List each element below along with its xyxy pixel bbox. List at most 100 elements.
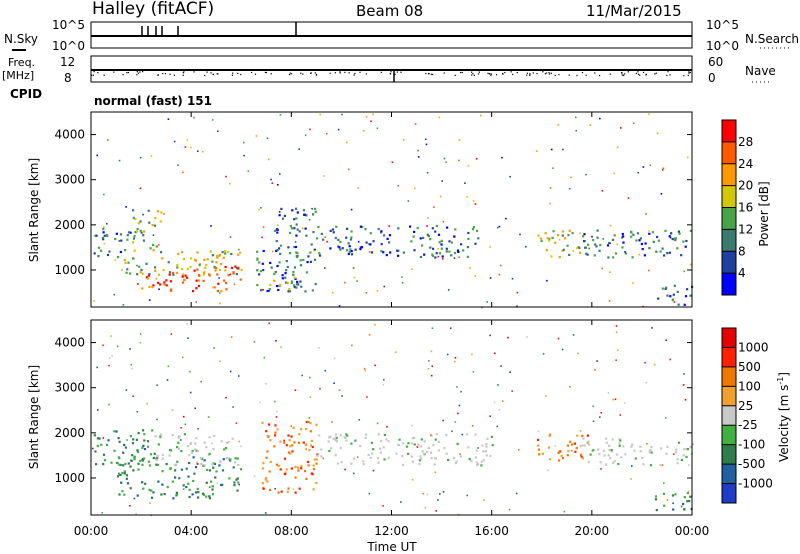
scatter-cell xyxy=(224,250,227,253)
scatter-cell xyxy=(122,464,125,467)
scatter-cell xyxy=(316,454,319,457)
scatter-cell xyxy=(110,335,112,337)
scatter-cell xyxy=(141,287,144,290)
scatter-cell xyxy=(332,437,335,440)
scatter-cell xyxy=(540,239,543,243)
scatter-cell xyxy=(187,337,189,339)
scatter-cell xyxy=(126,234,129,237)
scatter-cell xyxy=(480,114,482,117)
nsky-label: N.Sky xyxy=(4,32,38,46)
scatter-cell xyxy=(169,448,172,452)
scatter-cell xyxy=(569,187,571,190)
scatter-cell xyxy=(619,439,622,442)
scatter-cell xyxy=(229,458,232,461)
scatter-cell xyxy=(243,154,245,157)
scatter-cell xyxy=(216,482,219,485)
scatter-cell xyxy=(296,254,299,257)
scatter-cell xyxy=(677,441,681,444)
scatter-cell xyxy=(315,458,318,461)
scatter-cell xyxy=(566,444,570,447)
scatter-cell xyxy=(569,440,572,443)
scatter-cell xyxy=(637,171,639,174)
scatter-cell xyxy=(133,456,136,459)
scatter-cell xyxy=(624,252,627,255)
scatter-cell xyxy=(445,247,448,250)
scatter-cell xyxy=(275,249,278,252)
scatter-cell xyxy=(356,456,359,458)
nave-point xyxy=(315,74,317,76)
scatter-cell xyxy=(98,437,101,440)
scatter-cell xyxy=(635,239,638,242)
scatter-cell xyxy=(275,463,278,466)
velocity-x-axis: 00:00 04:00 08:00 12:00 16:00 20:00 00:00 xyxy=(74,320,709,538)
scatter-cell xyxy=(434,457,437,460)
scatter-cell xyxy=(159,435,162,438)
scatter-cell xyxy=(103,193,105,196)
scatter-cell xyxy=(224,447,228,450)
nave-point xyxy=(314,72,316,74)
scatter-cell xyxy=(333,382,335,384)
nave-point xyxy=(315,73,318,76)
scatter-cell xyxy=(476,463,479,467)
scatter-cell xyxy=(127,462,130,465)
scatter-cell xyxy=(283,439,285,442)
nave-point xyxy=(490,74,492,76)
scatter-cell xyxy=(477,237,480,240)
scatter-cell xyxy=(466,494,468,497)
scatter-cell xyxy=(183,415,185,418)
nave-point xyxy=(471,71,473,73)
scatter-cell xyxy=(477,447,479,449)
scatter-cell xyxy=(201,457,204,460)
scatter-cell xyxy=(110,461,113,464)
scatter-cell xyxy=(362,460,365,463)
scatter-cell xyxy=(153,452,156,455)
scatter-cell xyxy=(119,233,123,236)
scatter-cell xyxy=(386,237,389,240)
scatter-cell xyxy=(291,209,294,212)
scatter-cell xyxy=(663,254,666,257)
scatter-cell xyxy=(189,442,192,446)
scatter-cell xyxy=(274,431,277,434)
scatter-cell xyxy=(309,376,311,379)
scatter-cell xyxy=(300,285,303,288)
scatter-cell xyxy=(558,450,561,453)
scatter-cell xyxy=(388,241,391,244)
scatter-cell xyxy=(441,180,443,182)
scatter-cell xyxy=(276,231,279,234)
scatter-cell xyxy=(265,456,268,459)
scatter-cell xyxy=(247,170,250,172)
scatter-cell xyxy=(655,250,658,253)
scatter-cell xyxy=(152,284,155,287)
scatter-cell xyxy=(293,286,296,289)
nave-point xyxy=(251,71,253,74)
scatter-cell xyxy=(329,229,332,232)
scatter-cell xyxy=(662,492,665,495)
nave-point xyxy=(232,72,234,74)
scatter-cell xyxy=(653,363,656,366)
scatter-cell xyxy=(220,263,223,266)
scatter-cell xyxy=(572,334,575,336)
scatter-cell xyxy=(418,459,422,462)
scatter-cell xyxy=(648,232,651,235)
scatter-cell xyxy=(302,258,305,262)
scatter-cell xyxy=(630,478,632,480)
scatter-cell xyxy=(199,456,202,460)
scatter-cell xyxy=(312,464,315,467)
nave-point xyxy=(621,74,623,76)
y-tick-label: 3000 xyxy=(54,173,85,187)
scatter-cell xyxy=(688,499,691,503)
scatter-cell xyxy=(414,187,416,190)
scatter-cell xyxy=(684,399,687,401)
scatter-cell xyxy=(102,238,105,241)
scatter-cell xyxy=(437,248,439,250)
scatter-cell xyxy=(341,113,343,116)
scatter-cell xyxy=(437,255,439,258)
scatter-cell xyxy=(318,347,320,349)
scatter-cell xyxy=(295,207,298,210)
scatter-cell xyxy=(190,146,192,149)
scatter-cell xyxy=(197,428,199,430)
scatter-cell xyxy=(143,457,146,460)
nave-point xyxy=(526,74,528,76)
scatter-cell xyxy=(103,226,105,228)
